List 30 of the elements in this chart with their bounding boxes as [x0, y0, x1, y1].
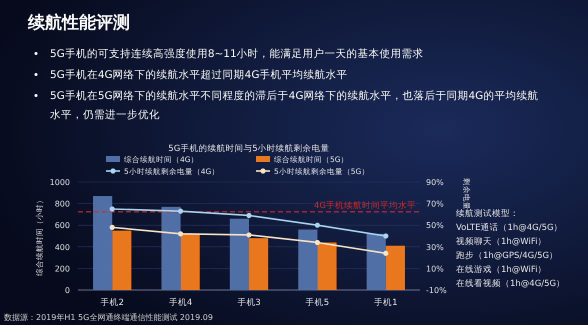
x-tick-label: 手机3: [237, 297, 261, 308]
y-tick-label: 400: [54, 242, 70, 252]
text: 5G手机的可支持连续高强度使用8~11小时，能满足用户一天的基本使用需求: [50, 47, 424, 60]
text: 视频聊天（1h@WiFi）: [456, 236, 547, 247]
text: 续航测试模型：: [456, 208, 519, 219]
y-tick-label: 1000: [50, 178, 70, 187]
chart-title: 5G手机的续航时间与5小时续航剩余电量: [168, 143, 330, 154]
y-tick-label: 800: [54, 200, 70, 209]
text: 跑步（1h@GPS/4G/5G）: [456, 250, 558, 261]
y2-tick-label: 70%: [426, 200, 444, 209]
x-tick-label: 手机2: [100, 297, 124, 308]
ref-line-label: 4G手机续航时间平均水平: [314, 200, 416, 211]
text: 5G手机在5G网络下的续航水平不同程度的滞后于4G网络下的续航水平，也落后于同期4G的平均续航水平，仍需进一步优化: [50, 89, 538, 121]
text: 在线看视频（1h@4G/5G）: [456, 278, 566, 289]
text: 在线游戏（1h@WiFi）: [456, 264, 547, 275]
x-tick-label: 手机1: [374, 297, 398, 308]
y-tick-label: 600: [54, 221, 70, 230]
text: 续航性能评测: [27, 13, 130, 33]
y2-tick-label: -10%: [426, 286, 448, 295]
y2-tick-label: 30%: [426, 242, 444, 252]
text: 数据源：2019年H1 5G全网通终端通信性能测试 2019.09: [4, 313, 213, 322]
x-tick-label: 手机4: [168, 297, 192, 308]
y2-tick-label: 50%: [426, 221, 444, 230]
x-tick-label: 手机5: [306, 297, 330, 308]
text: 5G手机在4G网络下的续航水平超过同期4G手机平均续航水平: [50, 68, 348, 81]
y-tick-label: 200: [54, 264, 70, 274]
text: VoLTE通话（1h@4G/5G）: [456, 222, 563, 233]
y-tick-label: 0: [64, 286, 70, 295]
y2-tick-label: 10%: [426, 264, 444, 274]
y2-tick-label: 90%: [426, 178, 444, 187]
